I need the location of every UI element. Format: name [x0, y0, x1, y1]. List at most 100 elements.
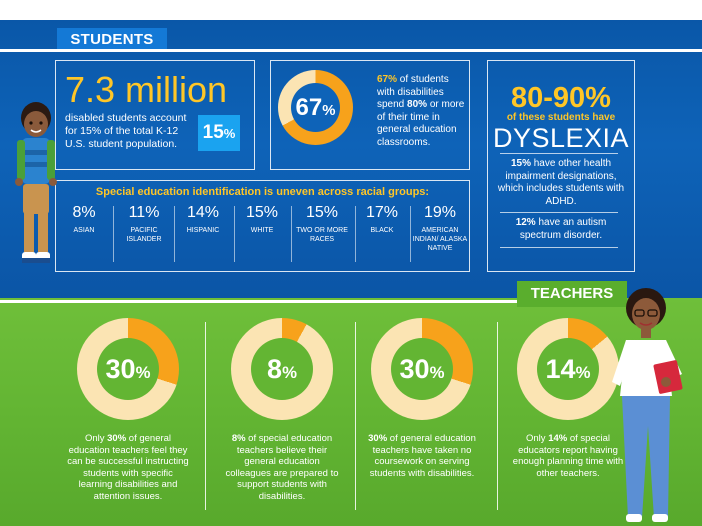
- divider: [500, 247, 618, 248]
- badge-unit: %: [223, 126, 236, 141]
- divider: [355, 206, 356, 262]
- race-group: 19% AMERICAN INDIAN/ ALASKA NATIVE: [412, 204, 468, 266]
- divider: [234, 206, 235, 262]
- autism-lead: 12%: [515, 217, 536, 228]
- time-in-class-box: [270, 60, 470, 170]
- teacher-stat-donut: 30%: [77, 318, 179, 420]
- race-box: [55, 180, 470, 272]
- race-label: HISPANIC: [186, 227, 220, 234]
- teachers-rule: [0, 300, 520, 303]
- stat-post: of general education teachers have taken…: [369, 433, 476, 479]
- population-percent-badge: 15%: [198, 115, 240, 151]
- donut-number: 14: [545, 353, 576, 384]
- stat-part-c: or more of their time in general educati…: [377, 99, 465, 148]
- race-value: 14%: [186, 204, 220, 221]
- divider: [500, 153, 618, 154]
- stat-bold: 14%: [548, 433, 568, 444]
- students-section: [0, 20, 702, 298]
- divider: [174, 206, 175, 262]
- race-group: 17% BLACK: [358, 204, 406, 266]
- teachers-tag: TEACHERS: [517, 281, 627, 307]
- dyslexia-box: [487, 60, 635, 272]
- stat-bold: 8%: [231, 433, 246, 444]
- race-value: 17%: [365, 204, 399, 221]
- race-value: 8%: [72, 204, 96, 221]
- stat-post: of general education teachers feel they …: [67, 433, 189, 502]
- donut-number: 8: [267, 353, 283, 384]
- divider: [497, 322, 498, 510]
- top-title-strip: [0, 0, 702, 20]
- donut-value: 67%: [295, 93, 336, 121]
- donut-hole: 30%: [97, 338, 159, 400]
- stat-part-a: of students with disabilities spend: [377, 74, 449, 110]
- race-group: 8% ASIAN: [62, 204, 106, 266]
- badge-value: 15: [202, 122, 224, 143]
- race-label: AMERICAN INDIAN/ ALASKA NATIVE: [412, 227, 468, 252]
- donut-hole: 30%: [391, 338, 453, 400]
- dyslexia-word: DYSLEXIA: [492, 123, 630, 153]
- stat-bold: 30%: [107, 433, 127, 444]
- stat-post: of special educators report having enoug…: [512, 433, 624, 479]
- teacher-stat-text: Only 30% of general education teachers f…: [67, 433, 189, 502]
- race-value: 11%: [128, 204, 160, 221]
- teacher-stat-donut: 8%: [231, 318, 333, 420]
- stat-lead: 67%: [377, 74, 398, 85]
- race-value: 15%: [245, 204, 279, 221]
- divider: [205, 322, 206, 510]
- donut-value: 30%: [399, 353, 445, 384]
- donut-unit: %: [429, 362, 445, 382]
- race-group: 14% HISPANIC: [178, 204, 228, 266]
- teacher-stat-text: 30% of general education teachers have t…: [361, 433, 483, 479]
- donut-hole: 8%: [251, 338, 313, 400]
- autism-body: have an autism spectrum disorder.: [519, 217, 607, 241]
- donut-unit: %: [135, 362, 151, 382]
- students-67-donut: 67%: [278, 70, 353, 145]
- teacher-stat-text: 8% of special education teachers believe…: [221, 433, 343, 502]
- race-label: PACIFIC ISLANDER: [126, 227, 162, 243]
- population-box: [55, 60, 255, 170]
- race-label: TWO OR MORE RACES: [296, 227, 348, 243]
- donut-hole: 67%: [291, 83, 340, 132]
- stat-post: of special education teachers believe th…: [225, 433, 339, 502]
- race-label: WHITE: [250, 227, 274, 234]
- donut-unit: %: [282, 362, 297, 382]
- health-lead: 15%: [510, 158, 531, 169]
- time-in-class-text: 67% of students with disabilities spend …: [377, 74, 469, 149]
- divider: [113, 206, 114, 262]
- donut-unit: %: [575, 362, 591, 382]
- student-icon: [15, 102, 57, 263]
- donut-number: 30: [399, 353, 430, 384]
- donut-value: 30%: [105, 353, 151, 384]
- students-tag: STUDENTS: [0, 28, 702, 52]
- race-group: 15% TWO OR MORE RACES: [293, 204, 351, 266]
- race-title: Special education identification is unev…: [95, 186, 430, 198]
- health-body: have other health impairment designation…: [497, 158, 625, 207]
- teacher-stat-donut: 30%: [371, 318, 473, 420]
- divider: [500, 212, 618, 213]
- donut-number: 30: [105, 353, 136, 384]
- autism-text: 12% have an autism spectrum disorder.: [497, 217, 625, 242]
- health-impairment-text: 15% have other health impairment designa…: [497, 158, 625, 208]
- stat-bold: 30%: [368, 433, 388, 444]
- donut-value: 14%: [545, 353, 591, 384]
- divider: [355, 322, 356, 510]
- teacher-icon: [612, 288, 683, 522]
- population-number: 7.3 million: [65, 69, 228, 110]
- race-label: BLACK: [370, 227, 394, 234]
- race-group: 15% WHITE: [238, 204, 286, 266]
- donut-unit: %: [322, 102, 336, 119]
- donut-number: 67: [295, 93, 323, 121]
- dyslexia-range: 80-90%: [511, 82, 611, 114]
- stat-pre: Only: [84, 433, 108, 444]
- divider: [410, 206, 411, 262]
- donut-value: 8%: [267, 353, 297, 384]
- stat-bold: 80%: [407, 99, 428, 110]
- race-value: 19%: [423, 204, 457, 221]
- race-value: 15%: [305, 204, 339, 221]
- divider: [291, 206, 292, 262]
- stat-pre: Only: [526, 433, 549, 444]
- population-description: disabled students account for 15% of the…: [65, 112, 187, 150]
- teacher-stat-text: Only 14% of special educators report hav…: [507, 433, 629, 479]
- race-label: ASIAN: [73, 227, 95, 234]
- dyslexia-subtitle: of these students have: [506, 112, 616, 123]
